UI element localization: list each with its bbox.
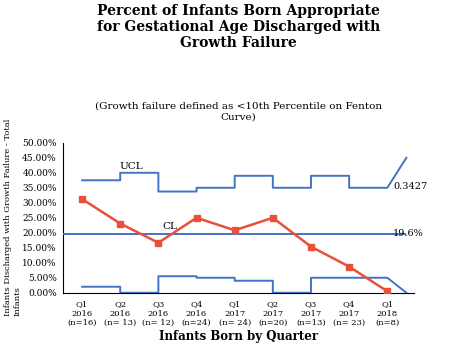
Text: Infants Born by Quarter: Infants Born by Quarter: [159, 330, 318, 343]
Text: Infants Discharged with Growth Failure - Total
Infants: Infants Discharged with Growth Failure -…: [4, 119, 22, 316]
Text: 19.6%: 19.6%: [393, 230, 424, 238]
Text: (Growth failure defined as <10th Percentile on Fenton
Curve): (Growth failure defined as <10th Percent…: [95, 102, 382, 121]
Text: 0.3427: 0.3427: [393, 182, 427, 191]
Text: Percent of Infants Born Appropriate
for Gestational Age Discharged with
Growth F: Percent of Infants Born Appropriate for …: [97, 4, 380, 50]
Text: CL: CL: [162, 222, 177, 231]
Text: UCL: UCL: [119, 162, 143, 171]
